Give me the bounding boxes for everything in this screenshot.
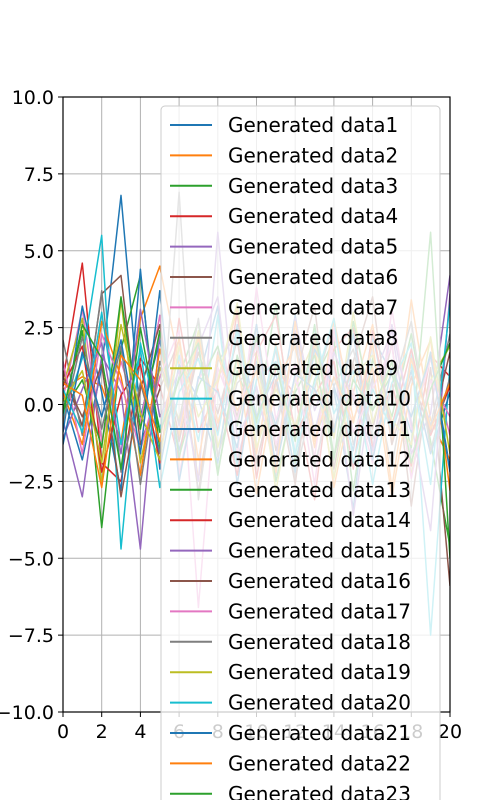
legend-item: Generated data20 bbox=[170, 691, 411, 715]
legend-label: Generated data23 bbox=[228, 782, 411, 800]
legend-label: Generated data3 bbox=[228, 174, 398, 198]
y-tick-label: 10.0 bbox=[12, 87, 54, 109]
legend-item: Generated data11 bbox=[170, 417, 411, 441]
legend-label: Generated data10 bbox=[228, 387, 411, 411]
legend-label: Generated data5 bbox=[228, 235, 398, 259]
legend-label: Generated data13 bbox=[228, 478, 411, 502]
legend-item: Generated data23 bbox=[170, 782, 411, 800]
legend-label: Generated data8 bbox=[228, 326, 398, 350]
legend-item: Generated data1 bbox=[170, 113, 398, 137]
legend-label: Generated data17 bbox=[228, 599, 411, 623]
legend-item: Generated data14 bbox=[170, 508, 411, 532]
legend-item: Generated data18 bbox=[170, 630, 411, 654]
y-tick-labels: 10.0 7.5 5.0 2.5 0.0 −2.5 −5.0 −7.5 −10.0 bbox=[0, 87, 54, 724]
legend-label: Generated data7 bbox=[228, 295, 398, 319]
legend-item: Generated data12 bbox=[170, 447, 411, 471]
legend-item: Generated data21 bbox=[170, 721, 411, 745]
legend-label: Generated data9 bbox=[228, 356, 398, 380]
legend-label: Generated data1 bbox=[228, 113, 398, 137]
legend-item: Generated data6 bbox=[170, 265, 398, 289]
legend-item: Generated data9 bbox=[170, 356, 398, 380]
legend-item: Generated data4 bbox=[170, 204, 398, 228]
legend-item: Generated data17 bbox=[170, 599, 411, 623]
legend-label: Generated data19 bbox=[228, 660, 411, 684]
legend-item: Generated data15 bbox=[170, 539, 411, 563]
y-tick-label: 7.5 bbox=[24, 164, 54, 186]
legend-label: Generated data20 bbox=[228, 691, 411, 715]
legend-label: Generated data18 bbox=[228, 630, 411, 654]
y-tick-label: −5.0 bbox=[8, 548, 54, 570]
x-tick-label: 2 bbox=[96, 721, 108, 743]
legend-label: Generated data4 bbox=[228, 204, 398, 228]
legend-item: Generated data2 bbox=[170, 143, 398, 167]
legend-label: Generated data21 bbox=[228, 721, 411, 745]
legend-label: Generated data2 bbox=[228, 143, 398, 167]
legend-item: Generated data13 bbox=[170, 478, 411, 502]
legend: Generated data1 Generated data2 Generated … bbox=[160, 105, 441, 800]
legend-item: Generated data3 bbox=[170, 174, 398, 198]
x-tick-label: 20 bbox=[438, 721, 462, 743]
legend-item: Generated data19 bbox=[170, 660, 411, 684]
legend-label: Generated data22 bbox=[228, 751, 411, 775]
legend-items: Generated data1 Generated data2 Generated … bbox=[170, 113, 411, 800]
legend-label: Generated data16 bbox=[228, 569, 411, 593]
y-tick-label: −10.0 bbox=[0, 702, 54, 724]
y-tick-label: 2.5 bbox=[24, 318, 54, 340]
legend-label: Generated data12 bbox=[228, 447, 411, 471]
legend-label: Generated data14 bbox=[228, 508, 411, 532]
legend-item: Generated data16 bbox=[170, 569, 411, 593]
y-tick-label: 0.0 bbox=[24, 395, 54, 417]
legend-item: Generated data22 bbox=[170, 751, 411, 775]
legend-item: Generated data5 bbox=[170, 235, 398, 259]
x-tick-label: 0 bbox=[57, 721, 69, 743]
legend-box bbox=[160, 105, 441, 800]
y-tick-label: −2.5 bbox=[8, 471, 54, 493]
legend-label: Generated data6 bbox=[228, 265, 398, 289]
legend-label: Generated data11 bbox=[228, 417, 411, 441]
legend-label: Generated data15 bbox=[228, 539, 411, 563]
x-tick-label: 4 bbox=[134, 721, 146, 743]
y-tick-label: −7.5 bbox=[8, 625, 54, 647]
legend-item: Generated data7 bbox=[170, 295, 398, 319]
legend-item: Generated data10 bbox=[170, 387, 411, 411]
y-tick-label: 5.0 bbox=[24, 241, 54, 263]
legend-item: Generated data8 bbox=[170, 326, 398, 350]
